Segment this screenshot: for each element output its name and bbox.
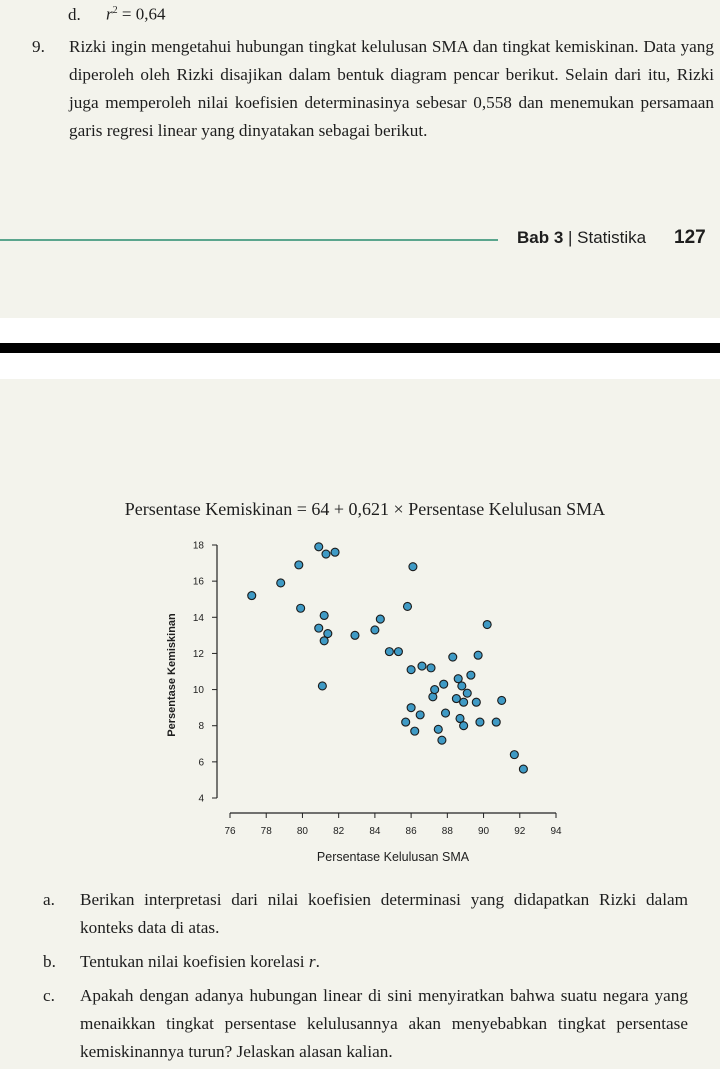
x-tick-label: 76 bbox=[224, 826, 236, 837]
question-label: a. bbox=[43, 890, 55, 909]
data-point bbox=[330, 547, 340, 557]
y-axis-label: Persentase Kemiskinan bbox=[166, 613, 178, 737]
data-point bbox=[247, 591, 257, 601]
data-point bbox=[321, 549, 331, 559]
data-point bbox=[475, 717, 485, 727]
exponent: 2 bbox=[112, 5, 118, 16]
variable-r: r bbox=[106, 4, 113, 24]
data-point bbox=[410, 726, 420, 736]
chapter-label: Bab 3 | Statistika bbox=[517, 227, 646, 249]
data-point bbox=[457, 681, 467, 691]
variable-r: r bbox=[308, 952, 316, 971]
data-point bbox=[384, 647, 394, 657]
x-tick-label: 90 bbox=[478, 826, 490, 837]
data-point bbox=[314, 542, 324, 552]
data-point bbox=[509, 750, 519, 760]
data-points bbox=[247, 542, 528, 774]
data-point bbox=[294, 560, 304, 570]
data-point bbox=[453, 674, 463, 684]
page-divider bbox=[0, 343, 720, 353]
data-point bbox=[406, 665, 416, 675]
x-tick-label: 82 bbox=[333, 826, 345, 837]
y-tick-label: 12 bbox=[193, 649, 205, 660]
y-tick-label: 18 bbox=[193, 541, 205, 552]
question-label: c. bbox=[43, 986, 55, 1005]
question-text: Berikan interpretasi dari nilai koefisie… bbox=[80, 890, 688, 937]
data-point bbox=[370, 625, 380, 635]
page-gap bbox=[0, 318, 720, 343]
data-point bbox=[296, 603, 306, 613]
data-point bbox=[459, 697, 469, 707]
data-point bbox=[455, 713, 465, 724]
data-point bbox=[482, 619, 492, 630]
x-axis-label: Persentase Kelulusan SMA bbox=[317, 850, 470, 864]
data-point bbox=[497, 695, 507, 705]
y-tick-label: 8 bbox=[198, 721, 204, 732]
data-point bbox=[433, 724, 443, 734]
data-point bbox=[323, 629, 333, 639]
axes: 76 78 80 82 84 86 88 90 92 94 4 6 8 10 12 14 16 18 bbox=[193, 541, 562, 838]
question-label: b. bbox=[43, 952, 56, 971]
data-point bbox=[393, 647, 403, 657]
x-tick-label: 80 bbox=[297, 826, 309, 837]
question-text: Apakah dengan adanya hubungan linear di … bbox=[80, 986, 688, 1061]
previous-item-d: d. r2 = 0,64 bbox=[68, 0, 165, 26]
data-point bbox=[451, 694, 461, 704]
page-128 bbox=[0, 379, 720, 1069]
scatter-chart: 76 78 80 82 84 86 88 90 92 94 4 6 8 10 12 14 16 18 Persen… bbox=[150, 530, 590, 870]
x-tick-label: 88 bbox=[442, 826, 454, 837]
data-point bbox=[491, 717, 501, 727]
data-point bbox=[319, 636, 329, 646]
data-point bbox=[417, 661, 427, 671]
item-label: d. bbox=[68, 4, 81, 24]
y-tick-label: 4 bbox=[198, 794, 204, 805]
data-point bbox=[317, 681, 327, 691]
chapter-number: Bab 3 bbox=[517, 228, 564, 247]
data-point bbox=[440, 708, 451, 718]
data-point bbox=[439, 679, 449, 689]
data-point bbox=[415, 710, 425, 720]
chapter-title: | Statistika bbox=[563, 228, 647, 247]
question-text-after: . bbox=[315, 952, 320, 971]
data-point bbox=[430, 685, 440, 695]
footer-rule bbox=[0, 239, 498, 241]
page-gap bbox=[0, 353, 720, 379]
data-point bbox=[406, 703, 416, 713]
question-text-before: Tentukan nilai koefisien korelasi bbox=[80, 952, 309, 971]
question-text: Rizki ingin mengetahui hubungan tingkat … bbox=[69, 37, 714, 140]
data-point bbox=[375, 614, 385, 624]
x-tick-label: 84 bbox=[369, 826, 381, 837]
data-point bbox=[276, 578, 286, 588]
data-point bbox=[426, 663, 436, 673]
y-tick-label: 14 bbox=[193, 613, 205, 624]
page-number: 127 bbox=[674, 227, 706, 248]
data-point bbox=[518, 764, 528, 774]
x-tick-label: 86 bbox=[406, 826, 418, 837]
y-tick-label: 10 bbox=[193, 685, 205, 696]
data-point bbox=[459, 721, 469, 731]
data-point bbox=[319, 610, 329, 621]
data-point bbox=[466, 670, 476, 680]
page-127: d. r2 = 0,64 9. Rizki ingin mengetahui hu… bbox=[0, 0, 720, 318]
data-point bbox=[471, 697, 481, 707]
data-point bbox=[408, 562, 418, 572]
data-point bbox=[437, 735, 447, 745]
data-point bbox=[401, 717, 411, 727]
data-point bbox=[462, 688, 472, 698]
regression-equation: Persentase Kemiskinan = 64 + 0,621 × Per… bbox=[124, 499, 606, 519]
x-tick-label: 78 bbox=[261, 826, 273, 837]
x-tick-label: 92 bbox=[514, 826, 526, 837]
data-point bbox=[350, 630, 360, 640]
data-point bbox=[402, 601, 413, 611]
scatter-plot-svg: 76 78 80 82 84 86 88 90 92 94 4 6 8 10 12 14 16 18 Persen… bbox=[166, 541, 562, 865]
y-tick-label: 16 bbox=[193, 577, 205, 588]
data-point bbox=[473, 650, 483, 660]
x-tick-label: 94 bbox=[550, 826, 562, 837]
question-number: 9. bbox=[32, 37, 45, 56]
y-tick-label: 6 bbox=[198, 757, 204, 768]
data-point bbox=[448, 652, 458, 662]
question-text: Tentukan nilai koefisien korelasi r. bbox=[80, 948, 688, 976]
item-value: = 0,64 bbox=[117, 4, 166, 24]
data-point bbox=[314, 623, 324, 633]
